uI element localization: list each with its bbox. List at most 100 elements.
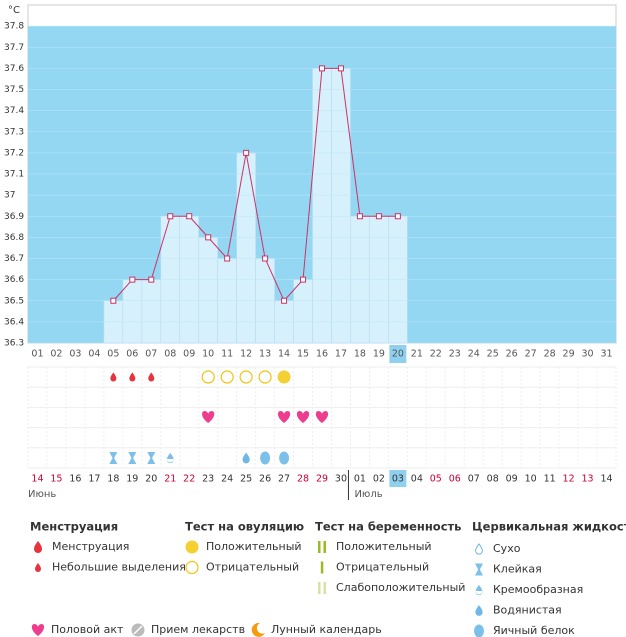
slash [133, 625, 143, 635]
event-icon [148, 372, 155, 382]
date-label: 02 [373, 474, 385, 485]
date-label: 16 [69, 474, 81, 485]
y-tick-label: 37.4 [4, 106, 24, 116]
date-label: 21 [164, 474, 176, 485]
circle [277, 370, 291, 384]
legend-icon [318, 541, 326, 553]
date-label: 05 [430, 474, 442, 485]
date-label: 29 [316, 474, 328, 485]
legend-icon [474, 624, 484, 637]
point [394, 213, 401, 220]
event-icon [296, 411, 310, 423]
bar [122, 279, 143, 344]
date-label: 17 [88, 474, 100, 485]
y-tick-label: 36.5 [4, 296, 24, 306]
cream [166, 459, 174, 463]
heart [202, 411, 215, 423]
x-tick-label: 03 [69, 349, 81, 360]
event-icon [110, 372, 117, 382]
event-icon [201, 370, 215, 384]
y-tick-label: 37.8 [4, 22, 24, 32]
x-tick-label: 28 [544, 349, 556, 360]
x-tick-label: 06 [126, 349, 138, 360]
drop [475, 605, 483, 616]
legend-icon [31, 624, 45, 636]
event-icon [258, 370, 272, 384]
date-label: 30 [335, 474, 347, 485]
selected-date [389, 470, 407, 487]
y-tick-label: 36.6 [4, 275, 24, 285]
legend-icon [131, 623, 145, 637]
date-label: 27 [278, 474, 290, 485]
bar [293, 279, 313, 344]
date-label: 15 [50, 474, 62, 485]
x-tick-label: 04 [88, 349, 100, 360]
legend-icon [320, 561, 324, 574]
point [300, 276, 307, 283]
legend-label: Менструация [52, 540, 129, 553]
drop [129, 372, 136, 382]
date-label: 26 [259, 474, 271, 485]
x-tick-label: 23 [449, 349, 461, 360]
event-icon [277, 370, 291, 384]
legend-icon [35, 563, 41, 572]
x-tick-label: 17 [335, 349, 347, 360]
event-icon [147, 452, 156, 464]
point [110, 297, 117, 304]
date-label: 09 [506, 474, 518, 485]
event-icon [242, 452, 250, 464]
hourglass [128, 452, 137, 464]
event-icon [202, 411, 215, 423]
x-tick-label: 24 [468, 349, 480, 360]
bar [323, 541, 326, 553]
drop [110, 372, 117, 382]
event-icon [129, 372, 136, 382]
heart [31, 624, 45, 636]
legend-title: Тест на беременность [315, 520, 461, 534]
legend-icon [475, 584, 483, 596]
y-tick-label: 36.9 [4, 212, 24, 222]
date-label: 14 [600, 474, 612, 485]
date-label: 04 [411, 474, 423, 485]
legend-label: Лунный календарь [271, 623, 382, 636]
drop [475, 543, 483, 555]
legend-label: Слабоположительный [336, 581, 465, 594]
legend-label: Клейкая [493, 563, 542, 576]
heart [277, 411, 291, 423]
x-tick-label: 02 [50, 349, 62, 360]
point [356, 213, 363, 220]
point [205, 234, 212, 241]
moon [251, 622, 265, 637]
y-tick-label: 37.2 [4, 148, 24, 158]
oval [260, 451, 271, 465]
heart [296, 411, 310, 423]
legend-label: Сухо [493, 542, 521, 555]
x-tick-label: 22 [430, 349, 442, 360]
date-label: 19 [126, 474, 138, 485]
date-label: 07 [468, 474, 480, 485]
drop [148, 372, 155, 382]
legend-label: Положительный [206, 540, 302, 553]
y-tick-label: 36.7 [4, 254, 24, 264]
legend-title: Цервикальная жидкость [472, 520, 626, 534]
x-tick-label: 29 [563, 349, 575, 360]
y-tick-label: 37.1 [4, 170, 24, 180]
date-label: 18 [107, 474, 119, 485]
event-icon [279, 451, 290, 465]
bar [236, 152, 256, 344]
y-tick-label: 37.7 [4, 43, 24, 53]
point [281, 297, 288, 304]
date-label: 03 [392, 474, 404, 485]
circle [258, 370, 272, 384]
point [262, 255, 269, 262]
event-icon [128, 452, 137, 464]
y-tick-label: 36.8 [4, 233, 24, 243]
legend-label: Отрицательный [336, 561, 429, 574]
legend-icon [475, 605, 483, 616]
date-label: 23 [202, 474, 214, 485]
x-tick-label: 13 [259, 349, 271, 360]
month-label: Июнь [28, 489, 56, 500]
hourglass [475, 563, 483, 576]
y-axis-label: °C [8, 5, 20, 16]
point [375, 213, 382, 220]
